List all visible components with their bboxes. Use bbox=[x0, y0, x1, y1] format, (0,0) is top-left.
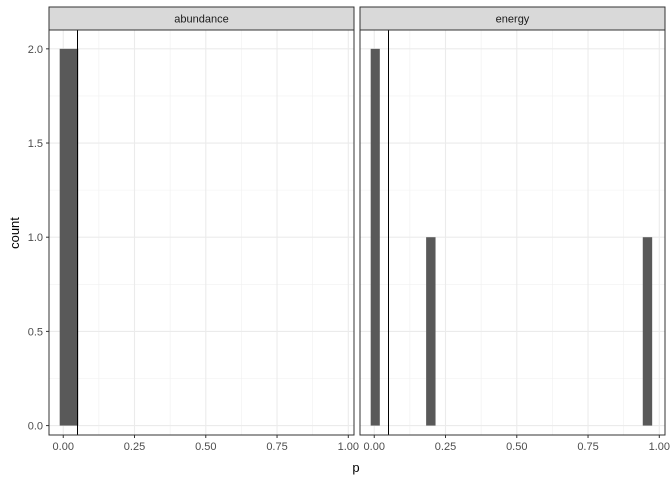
panels-layer: abundance 0.00 0.25 0.50 0.75 1.00 0.0 0.5 1.0 1.… bbox=[28, 6, 670, 453]
y-tick-label: 1.0 bbox=[28, 232, 43, 244]
y-tick-label: 0.5 bbox=[28, 326, 43, 338]
x-tick-label: 0.50 bbox=[195, 441, 216, 453]
histogram-bar-energy-0 bbox=[370, 48, 380, 426]
panel-background bbox=[360, 30, 665, 435]
x-tick-label: 0.75 bbox=[577, 441, 598, 453]
x-tick-label: 0.50 bbox=[506, 441, 527, 453]
histogram-bar-abundance-0 bbox=[59, 48, 79, 426]
x-tick-label: 0.00 bbox=[53, 441, 74, 453]
y-axis-title: count bbox=[7, 217, 22, 249]
panel-abundance: abundance 0.00 0.25 0.50 0.75 1.00 0.0 0.5 1.0 1.… bbox=[28, 6, 359, 453]
x-tick-label: 0.25 bbox=[124, 441, 145, 453]
histogram-bar-energy-1 bbox=[426, 237, 436, 426]
y-tick-label: 1.5 bbox=[28, 138, 43, 150]
x-tick-label: 0.75 bbox=[266, 441, 287, 453]
x-tick-label: 1.00 bbox=[338, 441, 359, 453]
y-tick-label: 2.0 bbox=[28, 44, 43, 56]
panel-background bbox=[49, 30, 354, 435]
x-axis-title: p bbox=[352, 460, 359, 475]
x-tick-label: 0.25 bbox=[435, 441, 456, 453]
facet-strip-label: energy bbox=[496, 14, 530, 26]
x-tick-label: 1.00 bbox=[649, 441, 670, 453]
x-tick-label: 0.00 bbox=[364, 441, 385, 453]
histogram-bar-energy-2 bbox=[642, 237, 653, 426]
facet-strip-label: abundance bbox=[174, 14, 228, 26]
panel-energy: energy 0.00 0.25 0.50 0.75 1.00 bbox=[359, 6, 670, 453]
y-tick-label: 0.0 bbox=[28, 421, 43, 433]
panel-border bbox=[359, 29, 666, 436]
panel-border bbox=[48, 29, 355, 436]
